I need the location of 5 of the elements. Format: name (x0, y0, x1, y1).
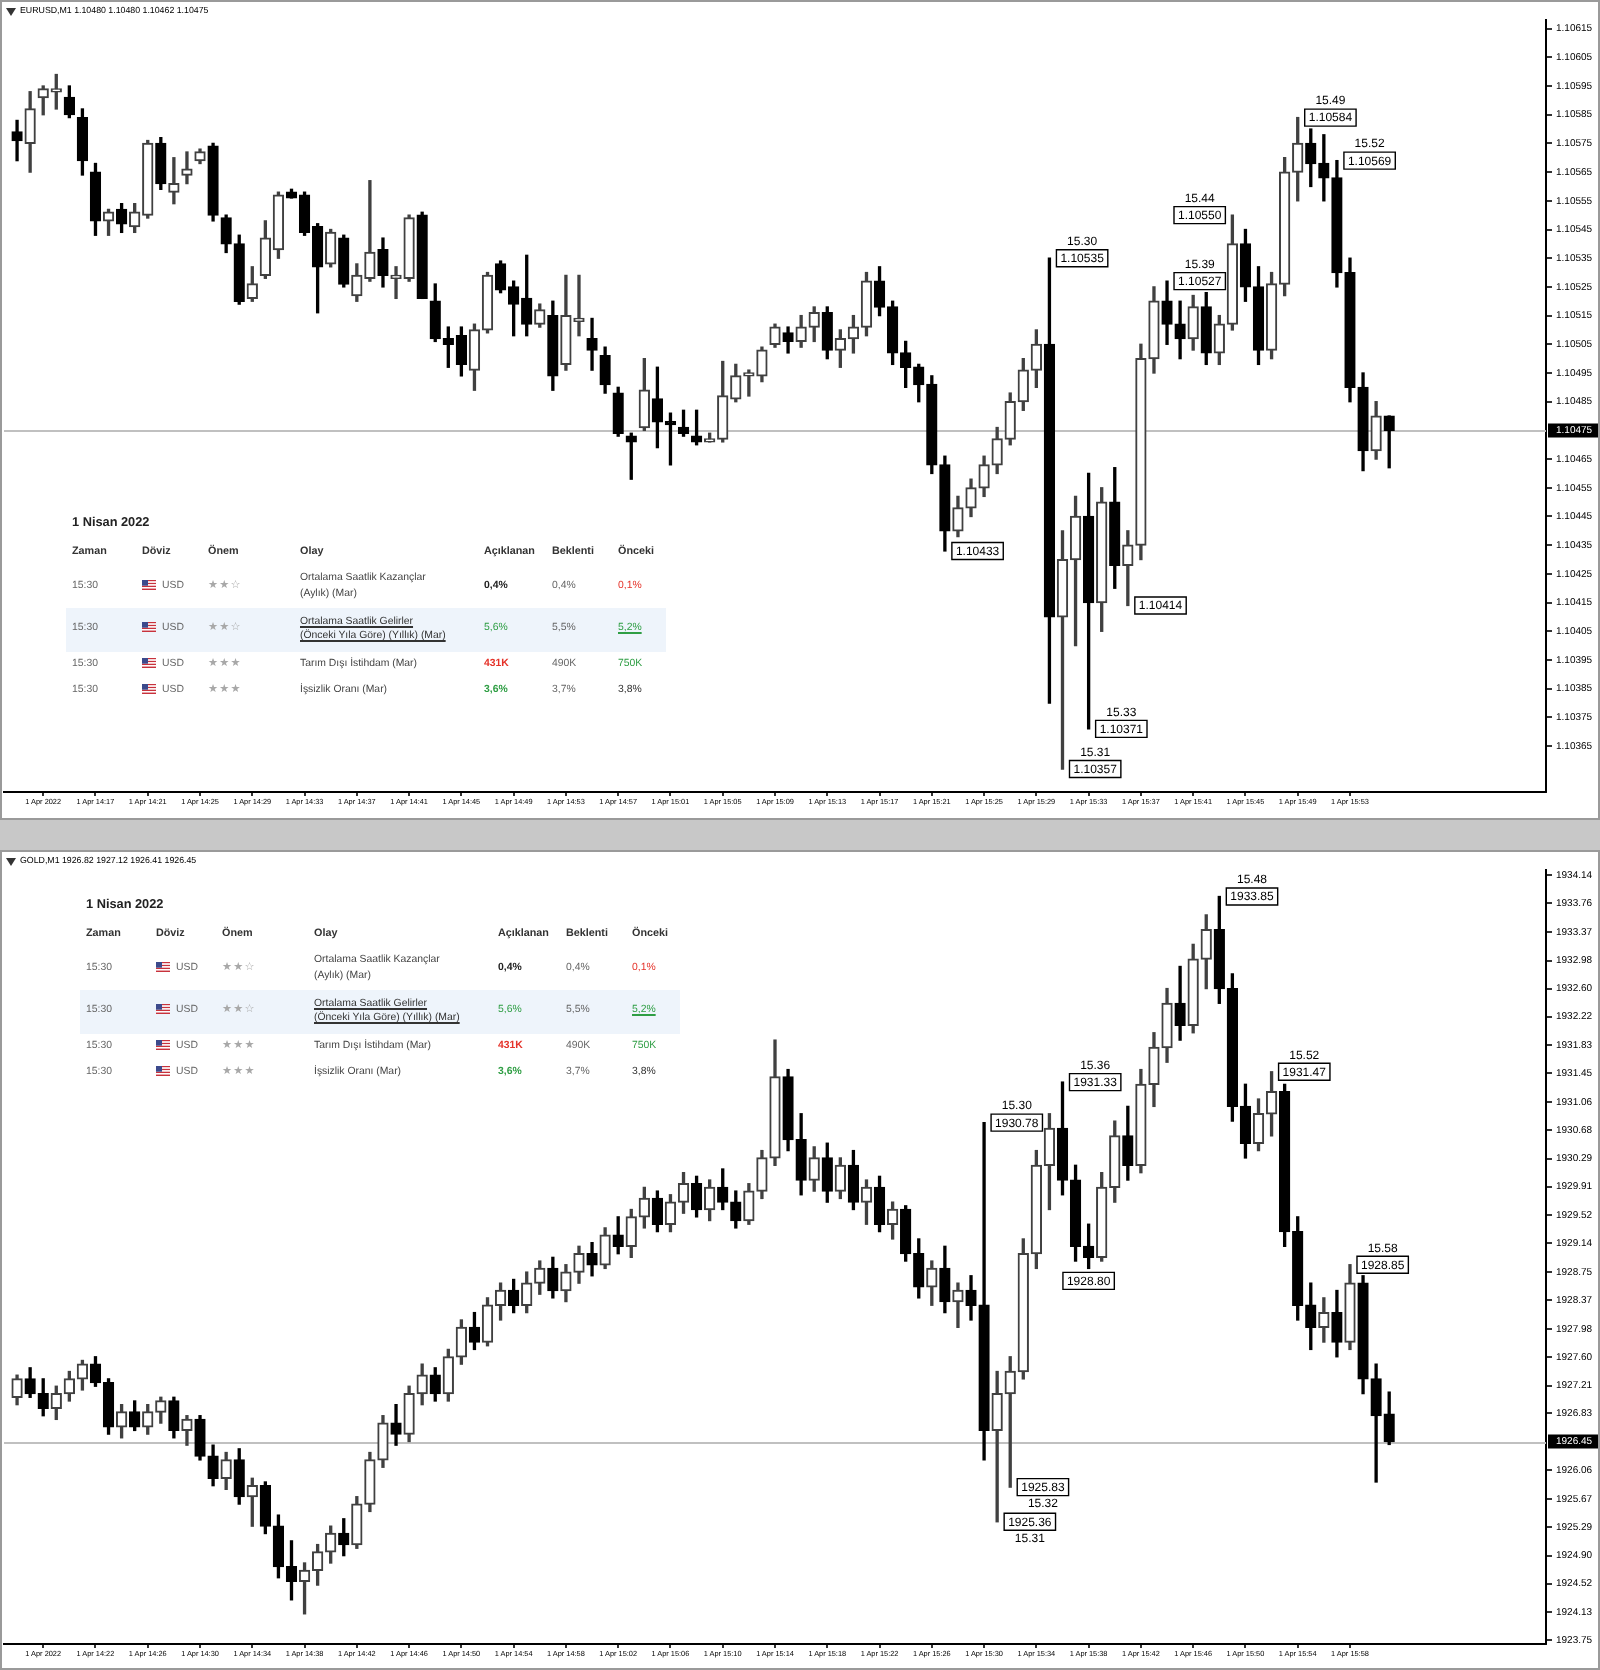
candlestick (168, 157, 180, 205)
candlestick (181, 151, 193, 185)
candlestick (952, 1282, 964, 1328)
candlestick (11, 119, 23, 162)
candlestick (586, 317, 598, 371)
